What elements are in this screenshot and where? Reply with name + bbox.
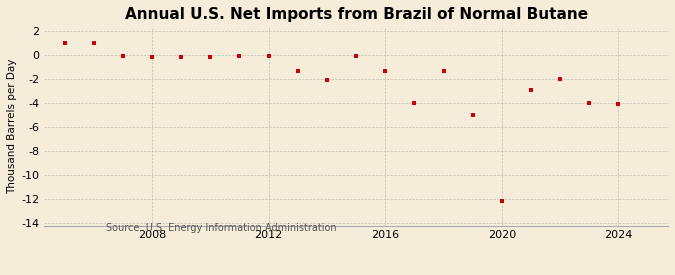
- Y-axis label: Thousand Barrels per Day: Thousand Barrels per Day: [7, 59, 17, 194]
- Text: Source: U.S. Energy Information Administration: Source: U.S. Energy Information Administ…: [107, 223, 337, 233]
- Title: Annual U.S. Net Imports from Brazil of Normal Butane: Annual U.S. Net Imports from Brazil of N…: [124, 7, 588, 22]
